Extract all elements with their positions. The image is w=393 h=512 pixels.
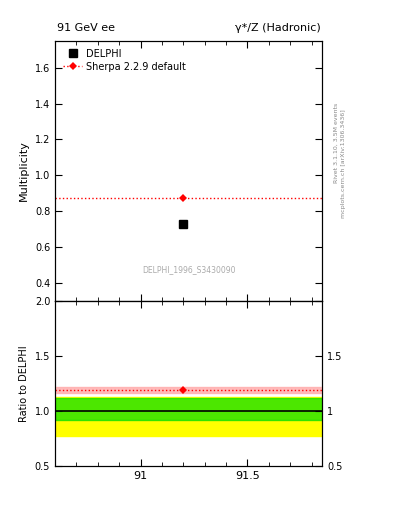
Text: mcplots.cern.ch [arXiv:1306.3436]: mcplots.cern.ch [arXiv:1306.3436] [342,110,346,218]
Legend: DELPHI, Sherpa 2.2.9 default: DELPHI, Sherpa 2.2.9 default [60,46,189,75]
Text: γ*/Z (Hadronic): γ*/Z (Hadronic) [235,23,320,33]
Text: DELPHI_1996_S3430090: DELPHI_1996_S3430090 [142,265,235,274]
Y-axis label: Ratio to DELPHI: Ratio to DELPHI [19,345,29,421]
Bar [55,387,322,393]
Text: Rivet 3.1.10, 3.5M events: Rivet 3.1.10, 3.5M events [334,103,338,183]
Y-axis label: Multiplicity: Multiplicity [19,140,29,201]
Bar [55,398,322,420]
Text: 91 GeV ee: 91 GeV ee [57,23,115,33]
Bar [55,396,322,436]
